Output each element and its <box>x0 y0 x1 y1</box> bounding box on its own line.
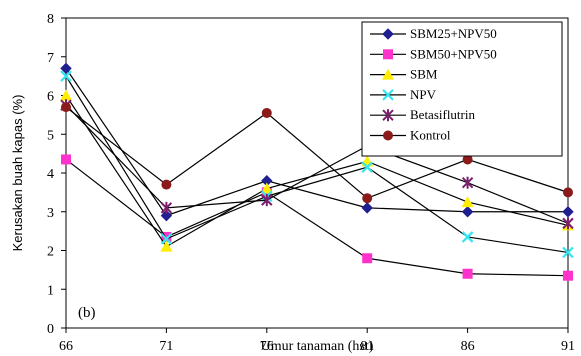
data-point <box>562 246 574 259</box>
data-point <box>261 107 272 118</box>
y-tick-label: 7 <box>47 51 54 66</box>
legend-marker <box>383 49 393 60</box>
series-line <box>65 106 569 199</box>
legend: SBM25+NPV50 SBM50+NPV50 SBM NPV Betasiflutri… <box>361 21 563 157</box>
legend-label: NPV <box>410 87 437 102</box>
series-star <box>60 99 574 230</box>
data-point <box>563 187 573 198</box>
legend-entry: SBM <box>370 67 438 82</box>
data-point <box>160 233 173 245</box>
y-tick-label: 5 <box>47 128 54 143</box>
y-tick-label: 3 <box>47 206 54 221</box>
x-axis-label: Umur tanaman (hst) <box>261 339 374 354</box>
data-point <box>361 161 373 173</box>
legend-label: Betasiflutrin <box>410 107 475 122</box>
x-tick-label: 81 <box>360 339 374 354</box>
legend-label: SBM25+NPV50 <box>410 26 497 41</box>
data-point <box>161 179 172 190</box>
data-point <box>563 270 573 281</box>
data-point <box>462 154 473 165</box>
y-axis-label: Kerusakan buah kapas (%) <box>10 95 25 252</box>
legend-marker <box>382 109 394 122</box>
y-tick-label: 4 <box>47 167 54 182</box>
legend-label: SBM <box>410 67 438 82</box>
x-tick-label: 86 <box>461 339 475 354</box>
legend-entry: Kontrol <box>370 128 451 143</box>
data-point <box>60 70 72 82</box>
data-point <box>160 209 173 222</box>
legend-label: Kontrol <box>410 128 451 143</box>
legend-box <box>361 21 563 157</box>
legend-marker <box>382 28 394 40</box>
y-axis: 0 1 2 3 4 5 6 7 8 <box>47 12 66 337</box>
y-tick-label: 0 <box>47 322 54 337</box>
legend-marker <box>382 68 394 80</box>
data-point <box>461 196 474 208</box>
data-point <box>362 253 373 264</box>
series-line <box>65 75 569 254</box>
x-axis: 66 71 76 81 86 91 <box>59 328 575 354</box>
data-point <box>261 194 273 207</box>
legend-entry: Betasiflutrin <box>370 107 475 122</box>
data-point <box>160 240 173 252</box>
data-point <box>562 217 574 230</box>
y-tick-label: 8 <box>47 12 54 27</box>
data-point <box>461 231 474 243</box>
legend-marker <box>382 89 394 101</box>
data-point <box>260 182 273 194</box>
data-point <box>161 231 172 242</box>
y-tick-label: 1 <box>47 283 54 298</box>
data-point <box>562 206 574 218</box>
data-point <box>461 176 474 189</box>
data-point <box>60 89 72 101</box>
data-point <box>61 102 71 113</box>
x-tick-label: 71 <box>159 339 173 354</box>
legend-entry: NPV <box>370 87 437 102</box>
x-tick-label: 76 <box>260 339 274 354</box>
x-tick-label: 66 <box>59 339 73 354</box>
data-point <box>461 206 474 218</box>
y-tick-label: 2 <box>47 245 54 260</box>
data-point <box>362 193 373 204</box>
x-tick-label: 91 <box>561 339 575 354</box>
data-point <box>361 202 373 214</box>
panel-label: (b) <box>78 305 96 321</box>
series-line <box>65 158 569 277</box>
series-layer <box>60 62 574 281</box>
series-x <box>60 70 574 259</box>
y-tick-label: 6 <box>47 90 54 105</box>
series-circle <box>61 102 573 204</box>
legend-entry: SBM25+NPV50 <box>370 26 497 41</box>
legend-marker <box>383 130 393 141</box>
data-point <box>160 201 173 214</box>
series-line <box>65 104 569 224</box>
legend-entry: SBM50+NPV50 <box>370 46 497 61</box>
legend-label: SBM50+NPV50 <box>410 46 497 61</box>
data-point <box>60 62 72 75</box>
data-point <box>462 268 473 279</box>
data-point <box>61 154 71 165</box>
series-line <box>65 95 569 248</box>
